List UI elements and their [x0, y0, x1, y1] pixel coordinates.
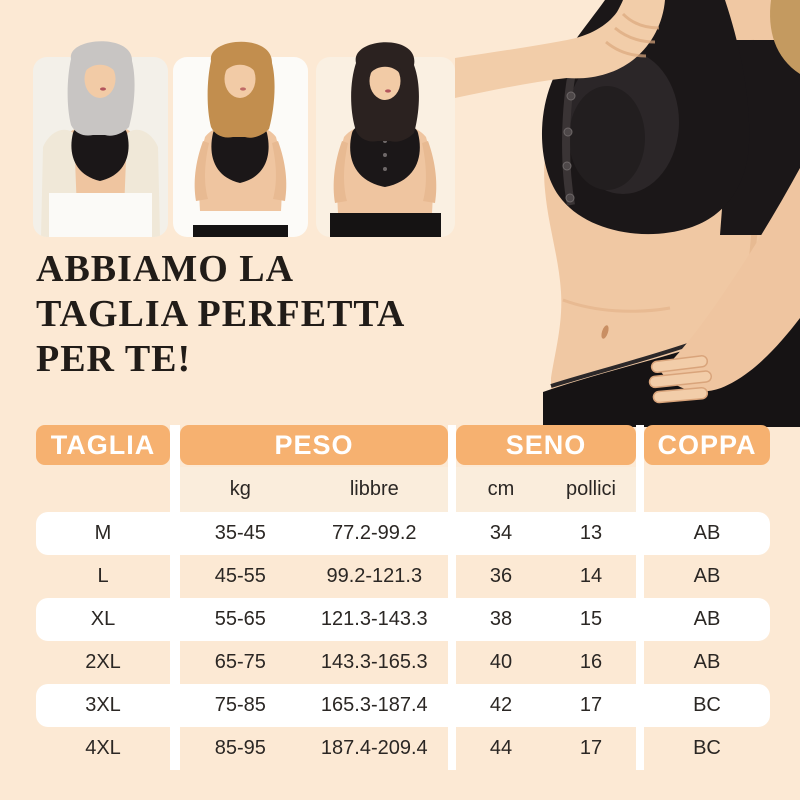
cell-cm: 36	[489, 565, 513, 587]
cell-libbre: 165.3-187.4	[320, 694, 428, 716]
cell-seno: 42 17	[456, 684, 636, 727]
cell-peso: 75-85 165.3-187.4	[180, 684, 448, 727]
cell-kg: 35-45	[214, 522, 266, 544]
unit-peso: kg libbre	[180, 467, 448, 512]
cell-taglia: 2XL	[85, 651, 121, 673]
cell-pollici: 17	[579, 737, 603, 759]
cell-coppa: AB	[693, 565, 721, 587]
model-illustration	[173, 41, 308, 237]
cell-pollici: 14	[579, 565, 603, 587]
model-photo-dark-hair	[316, 42, 455, 237]
cell-libbre: 143.3-165.3	[320, 651, 428, 673]
cell-cm: 40	[489, 651, 513, 673]
unit-seno: cm pollici	[456, 467, 636, 512]
cell-pollici: 16	[579, 651, 603, 673]
column-divider	[636, 425, 644, 770]
cell-cm: 42	[489, 694, 513, 716]
unit-pollici: pollici	[565, 478, 617, 500]
cell-kg: 65-75	[214, 651, 266, 673]
header-taglia: TAGLIA	[36, 425, 170, 465]
unit-cm: cm	[487, 478, 515, 500]
cell-cm: 38	[489, 608, 513, 630]
cell-kg: 85-95	[214, 737, 266, 759]
cell-kg: 75-85	[214, 694, 266, 716]
table-row-2xl: 2XL 65-75 143.3-165.3 40 16 AB	[36, 641, 770, 684]
cell-libbre: 77.2-99.2	[332, 522, 417, 544]
size-table-body: M 35-45 77.2-99.2 34 13 AB L 45-55 99.2-121.3 36 1…	[36, 512, 770, 770]
cell-peso: 65-75 143.3-165.3	[180, 641, 448, 684]
title-line-2: TAGLIA PERFETTA	[36, 293, 406, 335]
cell-kg: 55-65	[214, 608, 266, 630]
hero-illustration	[455, 0, 800, 427]
table-header-row: TAGLIA PESO SENO COPPA	[36, 425, 770, 465]
cell-cm: 44	[489, 737, 513, 759]
unit-spacer	[36, 465, 170, 512]
cell-pollici: 17	[579, 694, 603, 716]
unit-spacer	[644, 465, 770, 512]
column-divider	[448, 425, 456, 770]
model-photo-silver-hair	[33, 41, 168, 237]
cell-taglia: M	[36, 512, 170, 555]
page-title: ABBIAMO LA TAGLIA PERFETTA PER TE!	[36, 247, 405, 382]
cell-peso: 85-95 187.4-209.4	[180, 727, 448, 770]
cell-seno: 36 14	[456, 555, 636, 598]
cell-coppa: AB	[693, 651, 721, 673]
cell-seno: 34 13	[456, 512, 636, 555]
cell-kg: 45-55	[214, 565, 266, 587]
unit-libbre: libbre	[349, 478, 399, 500]
model-photo-blonde	[173, 41, 308, 237]
cell-cm: 34	[489, 522, 513, 544]
unit-kg: kg	[229, 478, 251, 500]
header-peso: PESO	[180, 425, 448, 465]
cell-peso: 45-55 99.2-121.3	[180, 555, 448, 598]
cell-coppa: BC	[644, 684, 770, 727]
table-row-m: M 35-45 77.2-99.2 34 13 AB	[36, 512, 770, 555]
table-row-3xl: 3XL 75-85 165.3-187.4 42 17 BC	[36, 684, 770, 727]
cell-libbre: 187.4-209.4	[320, 737, 428, 759]
cell-taglia: 3XL	[36, 684, 170, 727]
cell-pollici: 13	[579, 522, 603, 544]
table-row-4xl: 4XL 85-95 187.4-209.4 44 17 BC	[36, 727, 770, 770]
cell-pollici: 15	[579, 608, 603, 630]
cell-coppa: AB	[644, 598, 770, 641]
header-seno: SENO	[456, 425, 636, 465]
model-illustration	[33, 41, 168, 237]
column-divider	[170, 425, 180, 770]
table-unit-row: kg libbre cm pollici	[36, 465, 770, 512]
cell-seno: 38 15	[456, 598, 636, 641]
cell-taglia: 4XL	[85, 737, 121, 759]
cell-libbre: 99.2-121.3	[326, 565, 423, 587]
table-row-xl: XL 55-65 121.3-143.3 38 15 AB	[36, 598, 770, 641]
cell-coppa: AB	[644, 512, 770, 555]
size-chart-table: TAGLIA PESO SENO COPPA kg libbre cm poll…	[36, 425, 770, 770]
cell-seno: 40 16	[456, 641, 636, 684]
cell-taglia: XL	[36, 598, 170, 641]
table-row-l: L 45-55 99.2-121.3 36 14 AB	[36, 555, 770, 598]
header-coppa: COPPA	[644, 425, 770, 465]
title-line-1: ABBIAMO LA	[36, 248, 295, 290]
cell-coppa: BC	[693, 737, 721, 759]
hero-model-photo	[455, 0, 800, 427]
cell-seno: 44 17	[456, 727, 636, 770]
model-illustration	[316, 42, 455, 237]
cell-peso: 35-45 77.2-99.2	[180, 512, 448, 555]
cell-peso: 55-65 121.3-143.3	[180, 598, 448, 641]
title-line-3: PER TE!	[36, 338, 192, 380]
cell-taglia: L	[97, 565, 109, 587]
cell-libbre: 121.3-143.3	[320, 608, 428, 630]
